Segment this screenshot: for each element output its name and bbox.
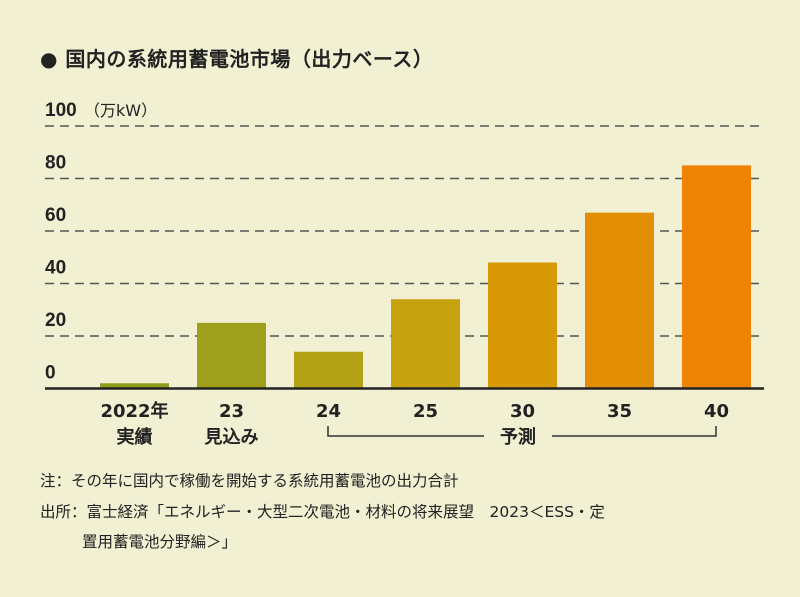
y-tick-label: 100 [45, 100, 77, 121]
bar-40 [682, 165, 751, 389]
bar-30 [488, 262, 557, 389]
source-line-1: 出所：富士経済「エネルギー・大型二次電池・材料の将来展望 2023＜ESS・定 [40, 503, 605, 521]
chart-title: ● 国内の系統用蓄電池市場（出力ベース） [40, 47, 434, 71]
y-tick-label: 60 [45, 205, 66, 226]
x-tick-label: 2022年 [100, 400, 168, 422]
x-tick-label: 24 [316, 401, 341, 422]
forecast-label: 予測 [500, 426, 536, 448]
y-tick-label: 0 [45, 363, 56, 384]
y-tick-label: 80 [45, 153, 66, 174]
x-tick-label: 30 [510, 401, 535, 422]
x-tick-label: 25 [413, 401, 438, 422]
y-tick-label: 40 [45, 258, 66, 279]
source-line-2: 置用蓄電池分野編＞」 [82, 533, 238, 551]
x-tick-label: 23 [219, 401, 244, 422]
x-tick-label: 35 [607, 401, 632, 422]
bar-35 [585, 212, 654, 389]
bar-25 [391, 299, 460, 389]
footnote: 注：その年に国内で稼働を開始する系統用蓄電池の出力合計 [40, 472, 459, 490]
y-tick-label: 20 [45, 310, 66, 331]
x-tick-label: 40 [704, 401, 729, 422]
bar-2022年 [100, 383, 169, 389]
y-axis-unit: （万kW） [84, 101, 157, 120]
x-tick-sublabel: 実績 [117, 426, 153, 448]
x-tick-sublabel: 見込み [204, 427, 259, 448]
bar-23 [197, 322, 266, 389]
bar-24 [294, 351, 363, 389]
